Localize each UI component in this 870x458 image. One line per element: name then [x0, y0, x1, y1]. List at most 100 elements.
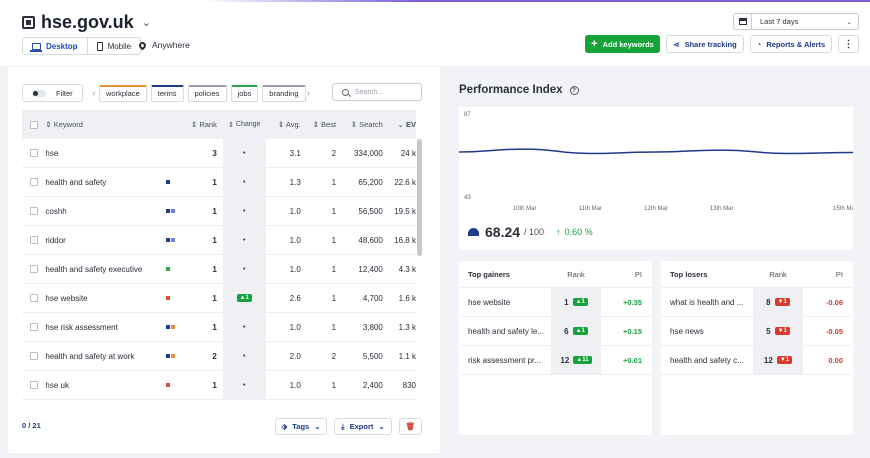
- best-cell: 1: [331, 177, 337, 187]
- keyword-cell[interactable]: health and safety executive: [45, 264, 143, 274]
- table-row[interactable]: health and safety 1 • 1.3 1 65,200 22.6 k: [22, 167, 416, 197]
- mover-rank: 12 ▲11: [551, 345, 601, 375]
- more-options-button[interactable]: ⋮: [838, 35, 859, 53]
- mover-row[interactable]: health and safety c... 12 ▼1 0.00: [661, 345, 853, 375]
- row-checkbox[interactable]: [29, 381, 38, 389]
- best-cell: 1: [331, 380, 337, 390]
- col-keyword[interactable]: ⇕ Keyword: [45, 120, 83, 129]
- mover-row[interactable]: risk assessment pr... 12 ▲11 +0.01: [459, 345, 652, 375]
- x-tick-label: 13th Mar: [710, 206, 734, 212]
- keyword-cell[interactable]: hse: [45, 148, 59, 158]
- keyword-cell[interactable]: health and safety at work: [45, 351, 135, 361]
- rank-change-value: •: [243, 149, 246, 157]
- mover-pi: +0.35: [623, 297, 642, 307]
- top-gainers-title: Top gainers: [468, 269, 510, 279]
- rank-change-value: •: [243, 207, 246, 215]
- mover-rank: 1 ▲1: [551, 287, 601, 317]
- row-checkbox[interactable]: [29, 323, 38, 331]
- rank-cell: 2: [212, 351, 217, 361]
- table-row[interactable]: health and safety executive 1 • 1.0 1 12,400 4…: [22, 254, 416, 284]
- col-avg[interactable]: ⇕ Avg.: [277, 120, 301, 129]
- monitor-icon: [30, 42, 42, 52]
- row-checkbox[interactable]: [29, 265, 38, 273]
- top-gainers-card: Top gainers Rank PI hse website 1 ▲1 +0.35 h…: [459, 261, 652, 435]
- tag-chip[interactable]: branding: [262, 84, 306, 102]
- table-row[interactable]: coshh 1 • 1.0 1 56,500 19.5 k: [22, 196, 416, 226]
- rank-change-value: •: [243, 381, 246, 389]
- export-button[interactable]: ⤓ Export ⌄: [334, 418, 392, 435]
- mover-keyword: hse news: [670, 326, 704, 336]
- col-search[interactable]: ⇕ Search: [350, 120, 383, 129]
- rank-cell: 1: [212, 235, 217, 245]
- rank-change-badge: ▲1: [236, 294, 252, 302]
- add-keywords-button[interactable]: + Add keywords: [585, 35, 660, 53]
- avg-cell: 1.0: [289, 322, 301, 332]
- share-tracking-button[interactable]: ⋖ Share tracking: [666, 35, 744, 53]
- tag-color-swatch: [166, 296, 171, 300]
- desktop-button[interactable]: Desktop: [22, 37, 88, 55]
- table-row[interactable]: hse uk 1 • 1.0 1 2,400 830: [22, 370, 416, 400]
- mover-row[interactable]: health and safety le... 6 ▲1 +0.15: [459, 316, 652, 346]
- row-checkbox[interactable]: [29, 294, 38, 302]
- keyword-cell[interactable]: health and safety: [45, 177, 107, 187]
- row-checkbox[interactable]: [29, 352, 38, 360]
- table-row[interactable]: health and safety at work 2 • 2.0 2 5,500 1.1 …: [22, 341, 416, 371]
- filter-toggle[interactable]: Filter: [22, 84, 83, 102]
- table-scrollbar[interactable]: [417, 139, 422, 256]
- losers-rank-col: Rank: [769, 269, 787, 279]
- help-icon[interactable]: ?: [569, 85, 579, 95]
- share-tracking-label: Share tracking: [684, 39, 737, 49]
- date-range-select[interactable]: Last 7 days ⌄: [733, 13, 859, 30]
- row-checkbox[interactable]: [29, 149, 38, 157]
- keyword-cell[interactable]: coshh: [45, 206, 67, 216]
- tag-color-swatch: [166, 238, 171, 242]
- ev-cell: 1.1 k: [398, 351, 416, 361]
- search-input[interactable]: Search...: [332, 83, 422, 101]
- keyword-cell[interactable]: hse uk: [45, 380, 69, 390]
- bell-icon: ◔: [756, 39, 762, 49]
- tag-color-swatch: [166, 267, 171, 271]
- speedometer-icon: [468, 228, 479, 236]
- site-selector[interactable]: hse.gov.uk ⌄: [22, 12, 151, 33]
- tags-button[interactable]: ⬗ Tags ⌄: [275, 418, 327, 435]
- keyword-cell[interactable]: hse risk assessment: [45, 322, 118, 332]
- table-row[interactable]: riddor 1 • 1.0 1 48,600 16.8 k: [22, 225, 416, 255]
- row-checkbox[interactable]: [29, 178, 38, 186]
- chevron-right-icon[interactable]: ›: [307, 88, 310, 98]
- tag-chip[interactable]: policies: [187, 84, 227, 102]
- mover-row[interactable]: hse news 5 ▼1 -0.05: [661, 316, 853, 346]
- mover-keyword: hse website: [468, 297, 511, 307]
- mover-keyword: health and safety le...: [468, 326, 545, 336]
- table-row[interactable]: hse 3 • 3.1 2 334,000 24 k: [22, 138, 416, 168]
- avg-cell: 1.3: [289, 177, 301, 187]
- gainers-rank-col: Rank: [567, 269, 585, 279]
- col-rank[interactable]: ⇕ Rank: [190, 120, 217, 129]
- tag-chip[interactable]: jobs: [230, 84, 259, 102]
- select-all-checkbox[interactable]: [29, 120, 38, 129]
- ev-cell: 19.5 k: [394, 206, 416, 216]
- mover-row[interactable]: what is health and ... 8 ▼1 -0.06: [661, 287, 853, 317]
- mobile-button[interactable]: Mobile: [87, 37, 142, 55]
- reports-alerts-button[interactable]: ◔ Reports & Alerts: [750, 35, 832, 53]
- search-icon: [342, 88, 349, 96]
- tag-chip[interactable]: workplace: [99, 84, 147, 102]
- chevron-left-icon[interactable]: ‹: [92, 88, 96, 98]
- tag-chip[interactable]: terms: [150, 84, 184, 102]
- row-checkbox[interactable]: [29, 236, 38, 244]
- keyword-cell[interactable]: riddor: [45, 235, 66, 245]
- desktop-label: Desktop: [46, 41, 78, 51]
- tag-color-swatch: [171, 238, 176, 242]
- table-row[interactable]: hse website 1 ▲1 2.6 1 4,700 1.6 k: [22, 283, 416, 313]
- tag-list: workplace terms policies jobs branding: [99, 84, 310, 102]
- mover-row[interactable]: hse website 1 ▲1 +0.35: [459, 287, 652, 317]
- change-cell: •: [222, 341, 266, 371]
- col-best[interactable]: ⇕ Best: [312, 120, 337, 129]
- delete-button[interactable]: 🗑: [399, 418, 422, 435]
- table-row[interactable]: hse risk assessment 1 • 1.0 1 3,800 1.3 k: [22, 312, 416, 342]
- col-change[interactable]: ⇕ Change: [222, 110, 266, 139]
- col-ev[interactable]: ⌄ EV: [397, 120, 416, 129]
- ev-cell: 1.6 k: [398, 293, 416, 303]
- location-selector[interactable]: Anywhere: [137, 40, 190, 50]
- keyword-cell[interactable]: hse website: [45, 293, 88, 303]
- row-checkbox[interactable]: [29, 207, 38, 215]
